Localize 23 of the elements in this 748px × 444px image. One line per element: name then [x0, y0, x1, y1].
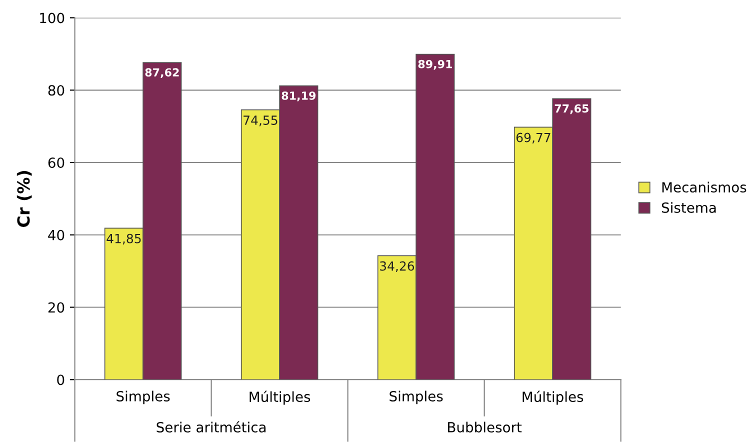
- text: Serie aritmética: [156, 421, 266, 432]
- data-label: 74,55: [244, 116, 278, 126]
- y-tick-label: 20: [48, 302, 64, 313]
- data-label: 69,77: [516, 132, 550, 144]
- y-tick-label: 40: [48, 230, 64, 240]
- y-tick-label: 0: [57, 374, 64, 386]
- data-label: 89,91: [418, 60, 452, 70]
- x-tick-label: Simples: [116, 390, 170, 404]
- text: Bubblesort: [448, 422, 522, 432]
- y-tick-label: 60: [48, 157, 64, 168]
- data-label: 41,85: [106, 234, 141, 245]
- legend-label: Sistema: [662, 202, 716, 213]
- data-label: 87,62: [145, 68, 179, 78]
- x-tick-label: Múltiples: [250, 390, 310, 405]
- data-label: 81,19: [282, 91, 316, 102]
- data-label: 77,65: [554, 104, 588, 114]
- y-tick-label: 100: [40, 12, 64, 24]
- y-axis-title: Cr (%): [16, 171, 32, 227]
- data-label: 34,26: [380, 261, 414, 272]
- x-tick-label: Simples: [390, 390, 443, 404]
- x-tick-label: Múltiples: [522, 390, 584, 405]
- y-tick-label: 80: [48, 85, 64, 96]
- legend-label: Mecanismos: [662, 182, 746, 193]
